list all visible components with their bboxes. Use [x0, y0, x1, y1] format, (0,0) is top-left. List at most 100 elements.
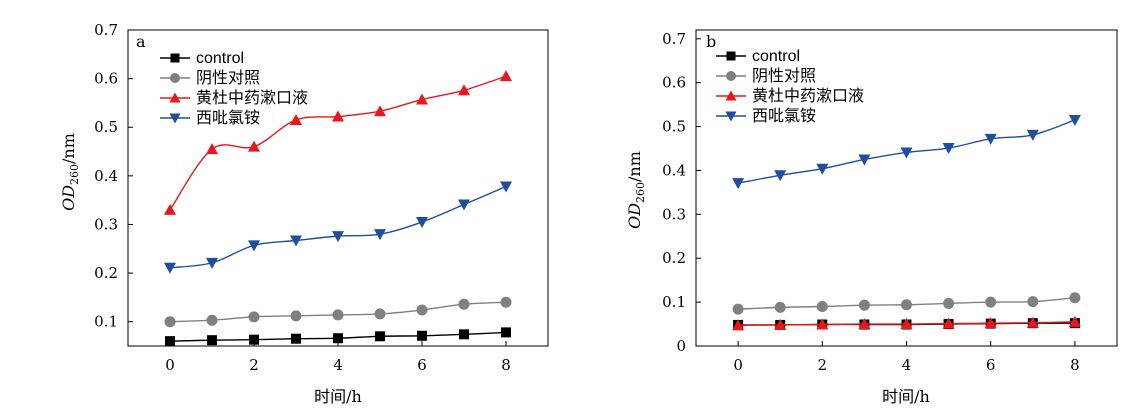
series-3	[164, 181, 512, 274]
legend-marker	[725, 111, 737, 122]
y-tick-label: 0.3	[662, 205, 686, 223]
legend-marker	[726, 71, 736, 81]
x-tick-label: 6	[986, 356, 996, 374]
data-point	[985, 296, 997, 308]
x-tick-label: 6	[417, 356, 427, 374]
series-3	[732, 114, 1081, 190]
legend-marker	[170, 73, 180, 83]
data-point	[416, 304, 428, 316]
y-tick-label: 0.2	[662, 249, 686, 267]
data-point	[459, 329, 469, 340]
y-tick-label: 0.6	[662, 74, 686, 92]
data-point	[858, 154, 871, 166]
x-tick-label: 8	[501, 356, 511, 374]
data-point	[500, 70, 512, 82]
data-point	[1026, 316, 1039, 328]
legend-label: 西吡氯铵	[752, 106, 816, 125]
data-point	[375, 331, 385, 342]
y-tick-label: 0	[676, 337, 686, 355]
data-point	[164, 262, 176, 274]
chart-panel-a: 0 2 4 6 8 0.1 0.2 0.3 0.4 0.5 0.6 0.7 a 时间/h OD260/nm c…	[59, 21, 549, 406]
legend-label: 阴性对照	[196, 68, 260, 87]
data-point	[500, 296, 512, 308]
data-point	[732, 303, 744, 315]
x-tick-label: 4	[902, 356, 912, 374]
data-point	[816, 301, 828, 312]
data-point	[942, 317, 955, 329]
data-point	[417, 330, 427, 341]
data-point	[332, 110, 344, 122]
x-tick-label: 2	[249, 356, 259, 374]
data-point	[332, 309, 344, 321]
legend-label: control	[196, 50, 244, 67]
legend-label: 阴性对照	[752, 66, 816, 85]
y-tick-label: 0.7	[94, 21, 118, 39]
y-axis-title: OD260/nm	[625, 151, 647, 229]
data-point	[248, 311, 260, 323]
data-point	[774, 318, 787, 330]
x-axis-title: 时间/h	[314, 387, 362, 406]
data-point	[164, 316, 176, 328]
data-point	[458, 84, 470, 96]
legend-marker	[725, 90, 737, 101]
series-1	[164, 296, 512, 328]
data-point	[416, 217, 428, 229]
y-tick-label: 0.3	[94, 215, 118, 233]
data-point	[1068, 315, 1081, 327]
panel-letter: b	[706, 32, 716, 51]
data-point	[248, 240, 260, 252]
y-tick-label: 0.5	[94, 118, 118, 136]
data-point	[858, 318, 871, 330]
legend-label: control	[752, 48, 800, 65]
series-0	[165, 327, 511, 347]
data-point	[290, 113, 302, 125]
y-tick-label: 0.1	[662, 293, 686, 311]
data-point	[165, 336, 175, 347]
series-1	[732, 292, 1081, 315]
x-tick-label: 0	[165, 356, 175, 374]
y-tick-label: 0.1	[94, 313, 118, 331]
y-tick-label: 0.4	[662, 161, 686, 179]
x-tick-label: 0	[733, 356, 743, 374]
data-point	[291, 333, 301, 344]
series-line	[169, 185, 507, 269]
data-point	[206, 314, 218, 326]
data-point	[900, 147, 913, 159]
y-tick-label: 0.6	[94, 70, 118, 88]
data-point	[901, 299, 912, 311]
data-point	[1069, 292, 1081, 304]
data-point	[248, 140, 260, 152]
data-point	[374, 308, 386, 320]
legend-label: 黄杜中药漱口液	[752, 86, 864, 105]
data-point	[942, 143, 955, 155]
data-point	[900, 318, 913, 330]
x-tick-label: 8	[1070, 356, 1080, 374]
x-tick-label: 4	[333, 356, 343, 374]
panel-letter: a	[136, 32, 146, 51]
data-point	[816, 163, 829, 175]
data-point	[774, 301, 786, 313]
data-point	[1026, 129, 1039, 141]
data-point	[458, 199, 470, 211]
y-tick-label: 0.4	[94, 167, 118, 185]
data-point	[984, 317, 997, 329]
data-point	[774, 170, 787, 182]
data-point	[416, 93, 428, 105]
data-point	[816, 318, 829, 330]
data-point	[290, 235, 302, 247]
data-point	[732, 178, 745, 190]
legend-marker	[726, 51, 736, 61]
data-point	[206, 143, 218, 155]
plot-frame	[127, 29, 549, 347]
x-axis-title: 时间/h	[882, 387, 930, 406]
data-point	[164, 203, 176, 215]
legend-marker	[170, 53, 180, 63]
data-point	[1068, 114, 1081, 126]
data-point	[458, 298, 470, 310]
data-point	[1027, 296, 1039, 308]
data-point	[374, 105, 386, 117]
data-point	[206, 257, 218, 269]
